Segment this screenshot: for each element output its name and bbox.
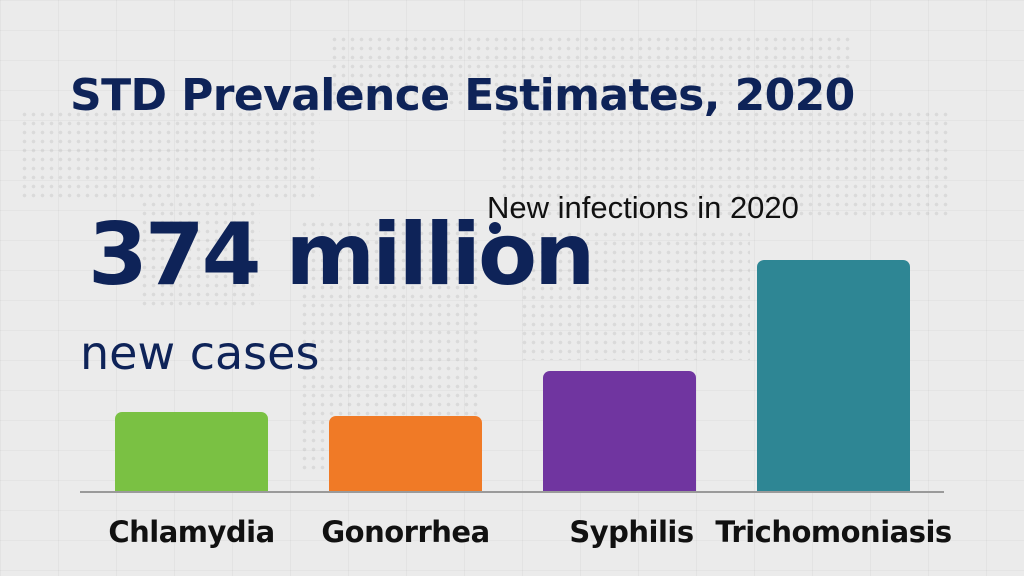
chart-subtitle: New infections in 2020: [487, 190, 799, 225]
bar-label-trichomoniasis: Trichomoniasis: [715, 515, 952, 549]
bar-label-chlamydia: Chlamydia: [108, 515, 275, 549]
bar-syphilis: [543, 371, 696, 491]
world-map-dots: [520, 230, 750, 360]
world-map-dots: [500, 110, 950, 220]
bullet-dot-icon: [489, 222, 501, 234]
chart-baseline: [80, 491, 944, 493]
headline-caption: new cases: [80, 326, 320, 380]
bar-chlamydia: [115, 412, 268, 491]
world-map-dots: [20, 110, 320, 200]
chart-title: STD Prevalence Estimates, 2020: [70, 70, 855, 121]
headline-number: 374 million: [88, 205, 595, 305]
bar-label-gonorrhea: Gonorrhea: [321, 515, 490, 549]
bar-gonorrhea: [329, 416, 482, 491]
bar-trichomoniasis: [757, 260, 910, 491]
bar-label-syphilis: Syphilis: [569, 515, 694, 549]
world-map-dots: [140, 200, 260, 310]
world-map-dots: [330, 35, 850, 110]
